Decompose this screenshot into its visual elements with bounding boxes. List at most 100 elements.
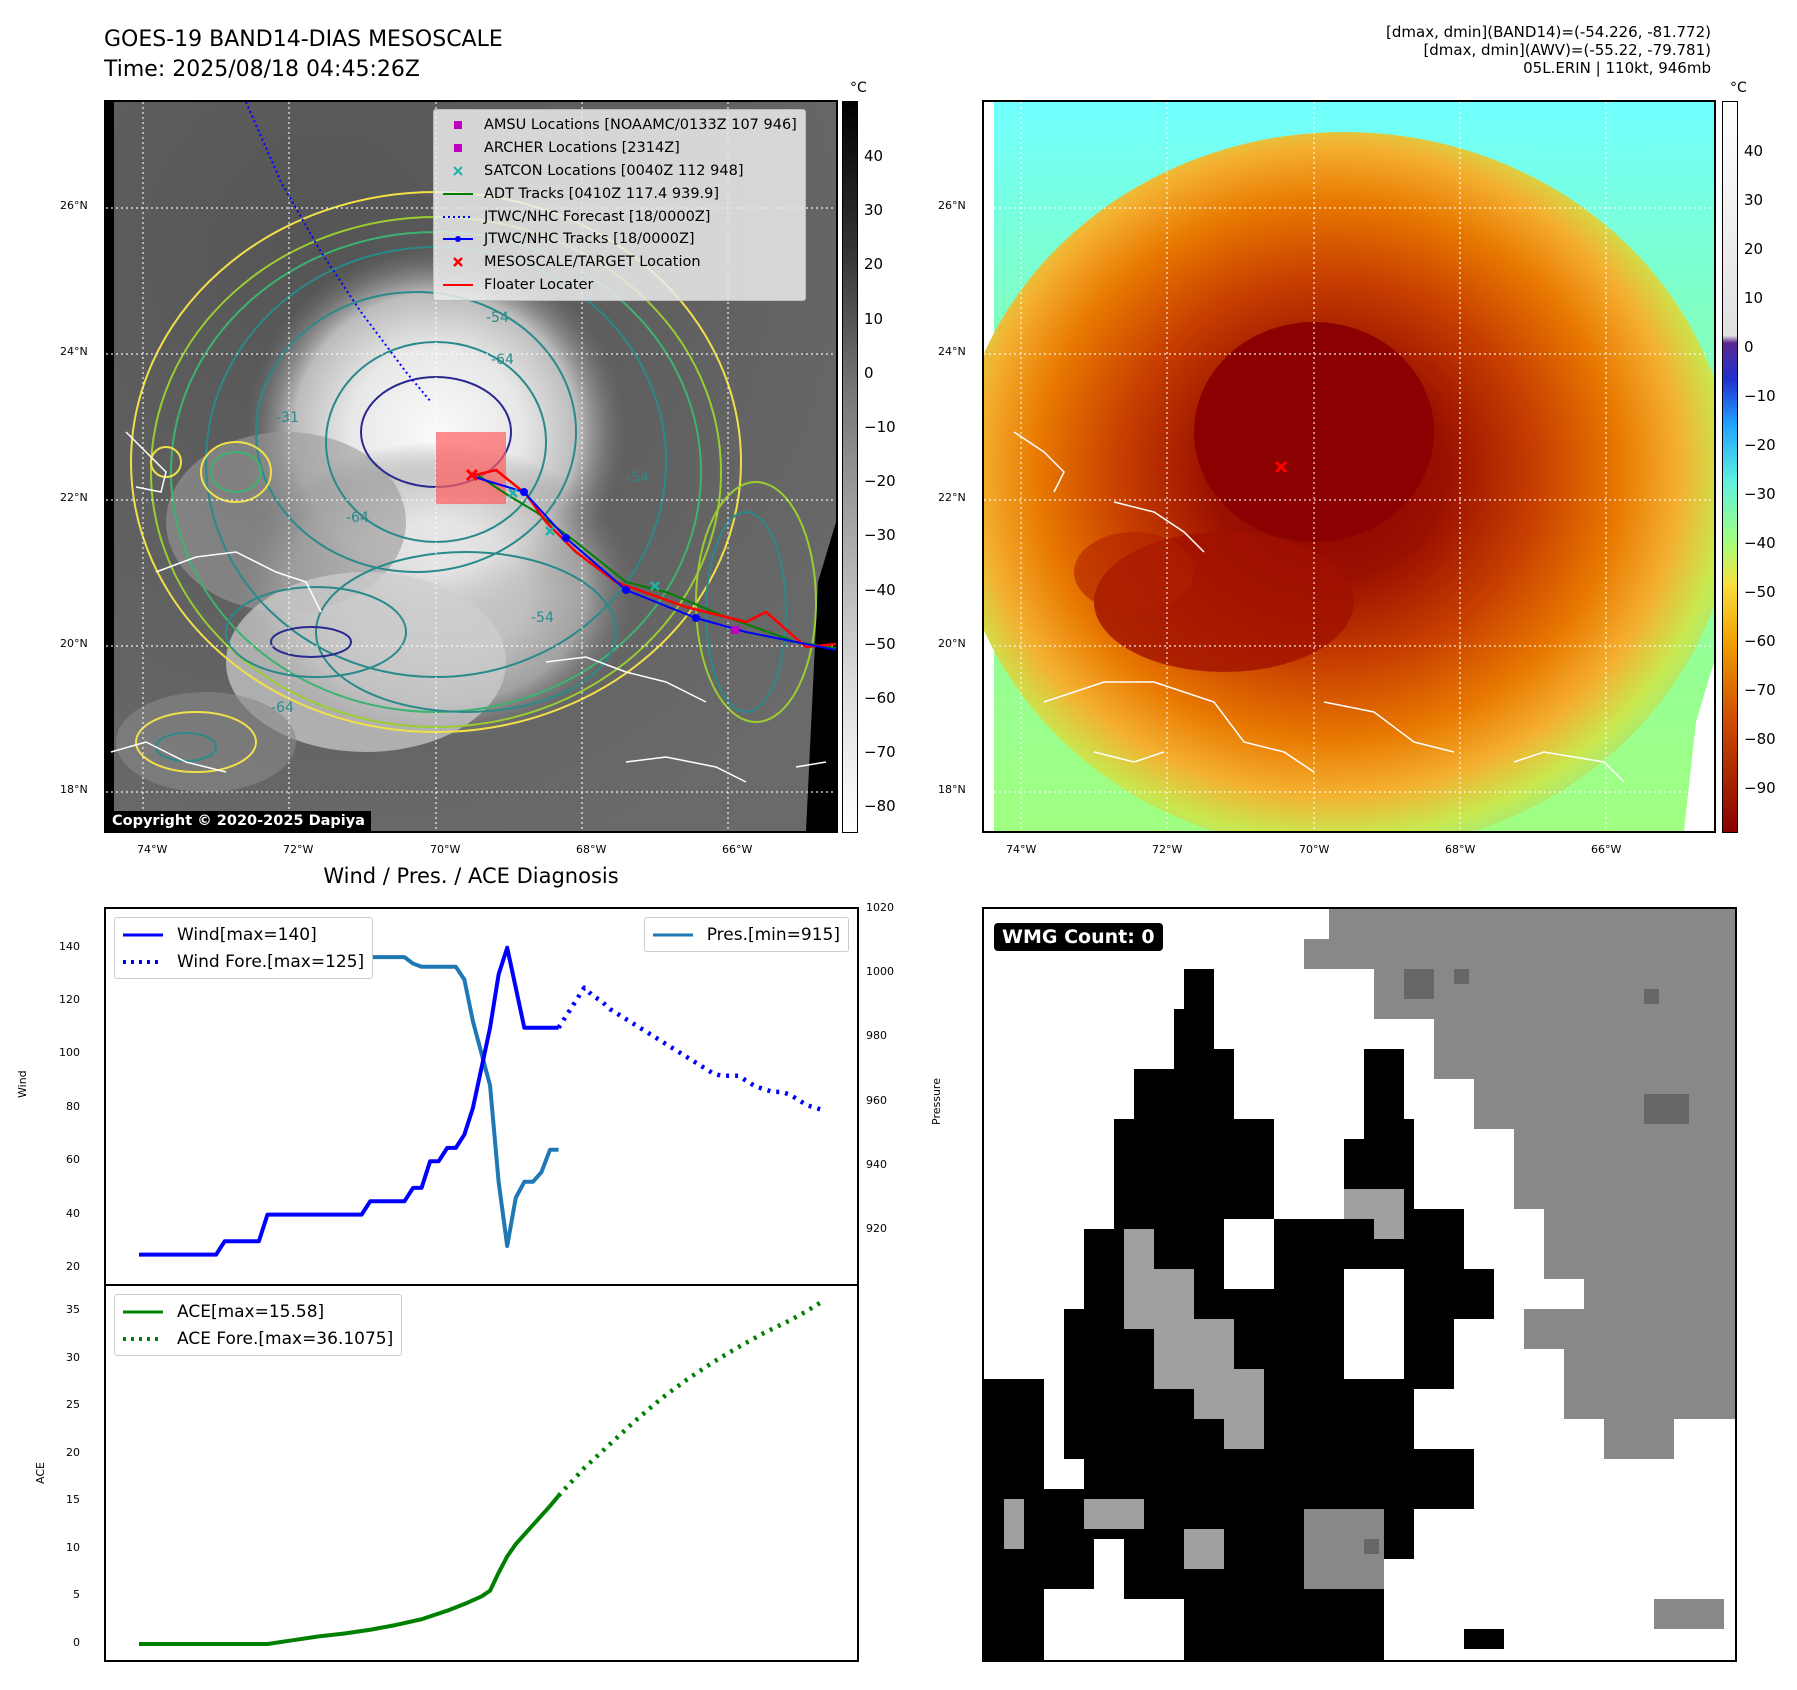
target-marker — [1274, 460, 1288, 474]
pres-legend: Pres.[min=915] — [643, 917, 849, 952]
colorbar-tick: −50 — [1744, 583, 1776, 601]
x-marker-icon — [453, 166, 463, 176]
lon-tick: 70°W — [1299, 843, 1330, 856]
diagnosis-title: Wind / Pres. / ACE Diagnosis — [323, 864, 619, 888]
lat-tick: 24°N — [60, 345, 88, 358]
axis-tick: 960 — [866, 1093, 887, 1107]
info-band14-range: [dmax, dmin](BAND14)=(-54.226, -81.772) — [1386, 23, 1711, 41]
colorbar-tick: −30 — [1744, 485, 1776, 503]
legend-item-floater: Floater Locater — [442, 274, 797, 297]
colorbar-tick: 10 — [864, 309, 884, 328]
x-marker-icon — [453, 257, 463, 268]
awv-map-panel — [982, 100, 1716, 833]
axis-tick: 80 — [66, 1099, 80, 1113]
colorbar-tick: −90 — [1744, 779, 1776, 797]
colorbar-tick: −40 — [864, 580, 896, 599]
target-marker — [465, 468, 479, 482]
ace-panel: ACE[max=15.58] ACE Fore.[max=36.1075] — [104, 1284, 859, 1662]
colorbar-left-unit: °C — [850, 80, 867, 96]
axis-tick: 20 — [66, 1260, 80, 1273]
colorbar-tick: −80 — [1744, 730, 1776, 748]
lon-tick: 68°W — [1445, 843, 1476, 856]
legend-item-target: MESOSCALE/TARGET Location — [442, 251, 797, 274]
contour-labels: -54 -64 -54 -64 -54 -64 -31 — [271, 310, 649, 716]
axis-tick: 10 — [66, 1540, 80, 1554]
lon-tick: 74°W — [137, 843, 168, 856]
dotted-line-icon — [443, 215, 473, 218]
legend-pres: Pres.[min=915] — [652, 921, 840, 948]
axis-tick: 920 — [866, 1221, 887, 1235]
contour-label: -54 — [486, 310, 509, 326]
best-track-points — [520, 488, 700, 622]
colorbar-tick: −60 — [1744, 632, 1776, 650]
colorbar-tick: −60 — [864, 689, 896, 707]
colorbar-tick: −10 — [864, 418, 896, 436]
lat-tick: 24°N — [938, 345, 966, 358]
title-line-1: GOES-19 BAND14-DIAS MESOSCALE — [104, 27, 503, 52]
contour-label: -31 — [276, 410, 299, 426]
legend-ace-fore: ACE Fore.[max=36.1075] — [123, 1325, 393, 1352]
awv-map-image — [984, 102, 1714, 831]
legend-ace: ACE[max=15.58] — [123, 1298, 393, 1325]
amsu-point — [731, 626, 739, 634]
forecast-track — [245, 102, 432, 403]
colorbar-right — [1722, 101, 1738, 833]
line-icon — [652, 933, 693, 936]
line-icon — [123, 933, 163, 936]
contour-label: -64 — [271, 700, 294, 716]
axis-tick: 60 — [66, 1153, 80, 1167]
axis-tick: 35 — [66, 1303, 80, 1316]
lat-tick: 22°N — [60, 491, 88, 504]
axis-tick: 5 — [73, 1588, 80, 1602]
wmg-panel: WMG Count: 0 — [982, 907, 1737, 1662]
contour-label: -54 — [531, 610, 554, 626]
series-line — [139, 945, 559, 1257]
contour-label: -54 — [626, 470, 649, 486]
lat-tick: 26°N — [938, 199, 966, 212]
legend-item-satcon: SATCON Locations [0040Z 112 948] — [442, 160, 797, 183]
axis-tick: 140 — [59, 939, 80, 953]
target-box — [436, 432, 506, 504]
colorbar-left — [842, 101, 858, 833]
legend-wind-fore: Wind Fore.[max=125] — [123, 948, 364, 975]
colorbar-tick: −20 — [1744, 436, 1776, 454]
colorbar-tick: −20 — [864, 472, 896, 491]
series-line — [139, 1494, 561, 1646]
colorbar-tick: 20 — [864, 255, 884, 274]
dotted-line-icon — [123, 959, 163, 964]
axis-tick: 20 — [66, 1445, 80, 1459]
line-icon — [123, 1310, 163, 1313]
axis-tick: 1000 — [866, 965, 894, 979]
axis-tick: 1020 — [866, 901, 894, 914]
legend-item-archer: ARCHER Locations [2314Z] — [442, 137, 797, 160]
colorbar-tick: 40 — [1744, 142, 1764, 160]
colorbar-tick: 20 — [1744, 240, 1764, 258]
wind-pres-panel: Wind[max=140] Wind Fore.[max=125] Pres.[… — [104, 907, 859, 1286]
axis-tick: 40 — [66, 1206, 80, 1220]
line-icon — [443, 192, 473, 195]
axis-tick: 0 — [73, 1636, 80, 1649]
lat-tick: 22°N — [938, 491, 966, 504]
dotted-line-icon — [123, 1336, 163, 1341]
wind-legend: Wind[max=140] Wind Fore.[max=125] — [114, 917, 374, 979]
lon-tick: 74°W — [1006, 843, 1037, 856]
ace-axis-label: ACE — [34, 1462, 47, 1484]
satcon-points — [508, 488, 660, 591]
lon-tick: 72°W — [1152, 843, 1183, 856]
lon-tick: 68°W — [576, 843, 607, 856]
colorbar-tick: 30 — [1744, 191, 1764, 209]
wind-axis-label: Wind — [16, 1070, 29, 1098]
axis-tick: 940 — [866, 1157, 887, 1171]
lon-tick: 66°W — [1591, 843, 1622, 856]
axis-tick: 15 — [66, 1493, 80, 1507]
colorbar-tick: 0 — [1744, 338, 1754, 356]
wmg-image — [984, 909, 1735, 1660]
ace-legend: ACE[max=15.58] ACE Fore.[max=36.1075] — [114, 1294, 403, 1356]
contour-label: -64 — [491, 352, 514, 368]
axis-tick: 980 — [866, 1029, 887, 1043]
lat-tick: 26°N — [60, 199, 88, 212]
lat-tick: 18°N — [60, 783, 88, 796]
legend-wind: Wind[max=140] — [123, 921, 364, 948]
ir-map-panel: -54 -64 -54 -64 -54 -64 -31 Copyright © … — [104, 100, 838, 833]
colorbar-tick: 30 — [864, 201, 884, 220]
